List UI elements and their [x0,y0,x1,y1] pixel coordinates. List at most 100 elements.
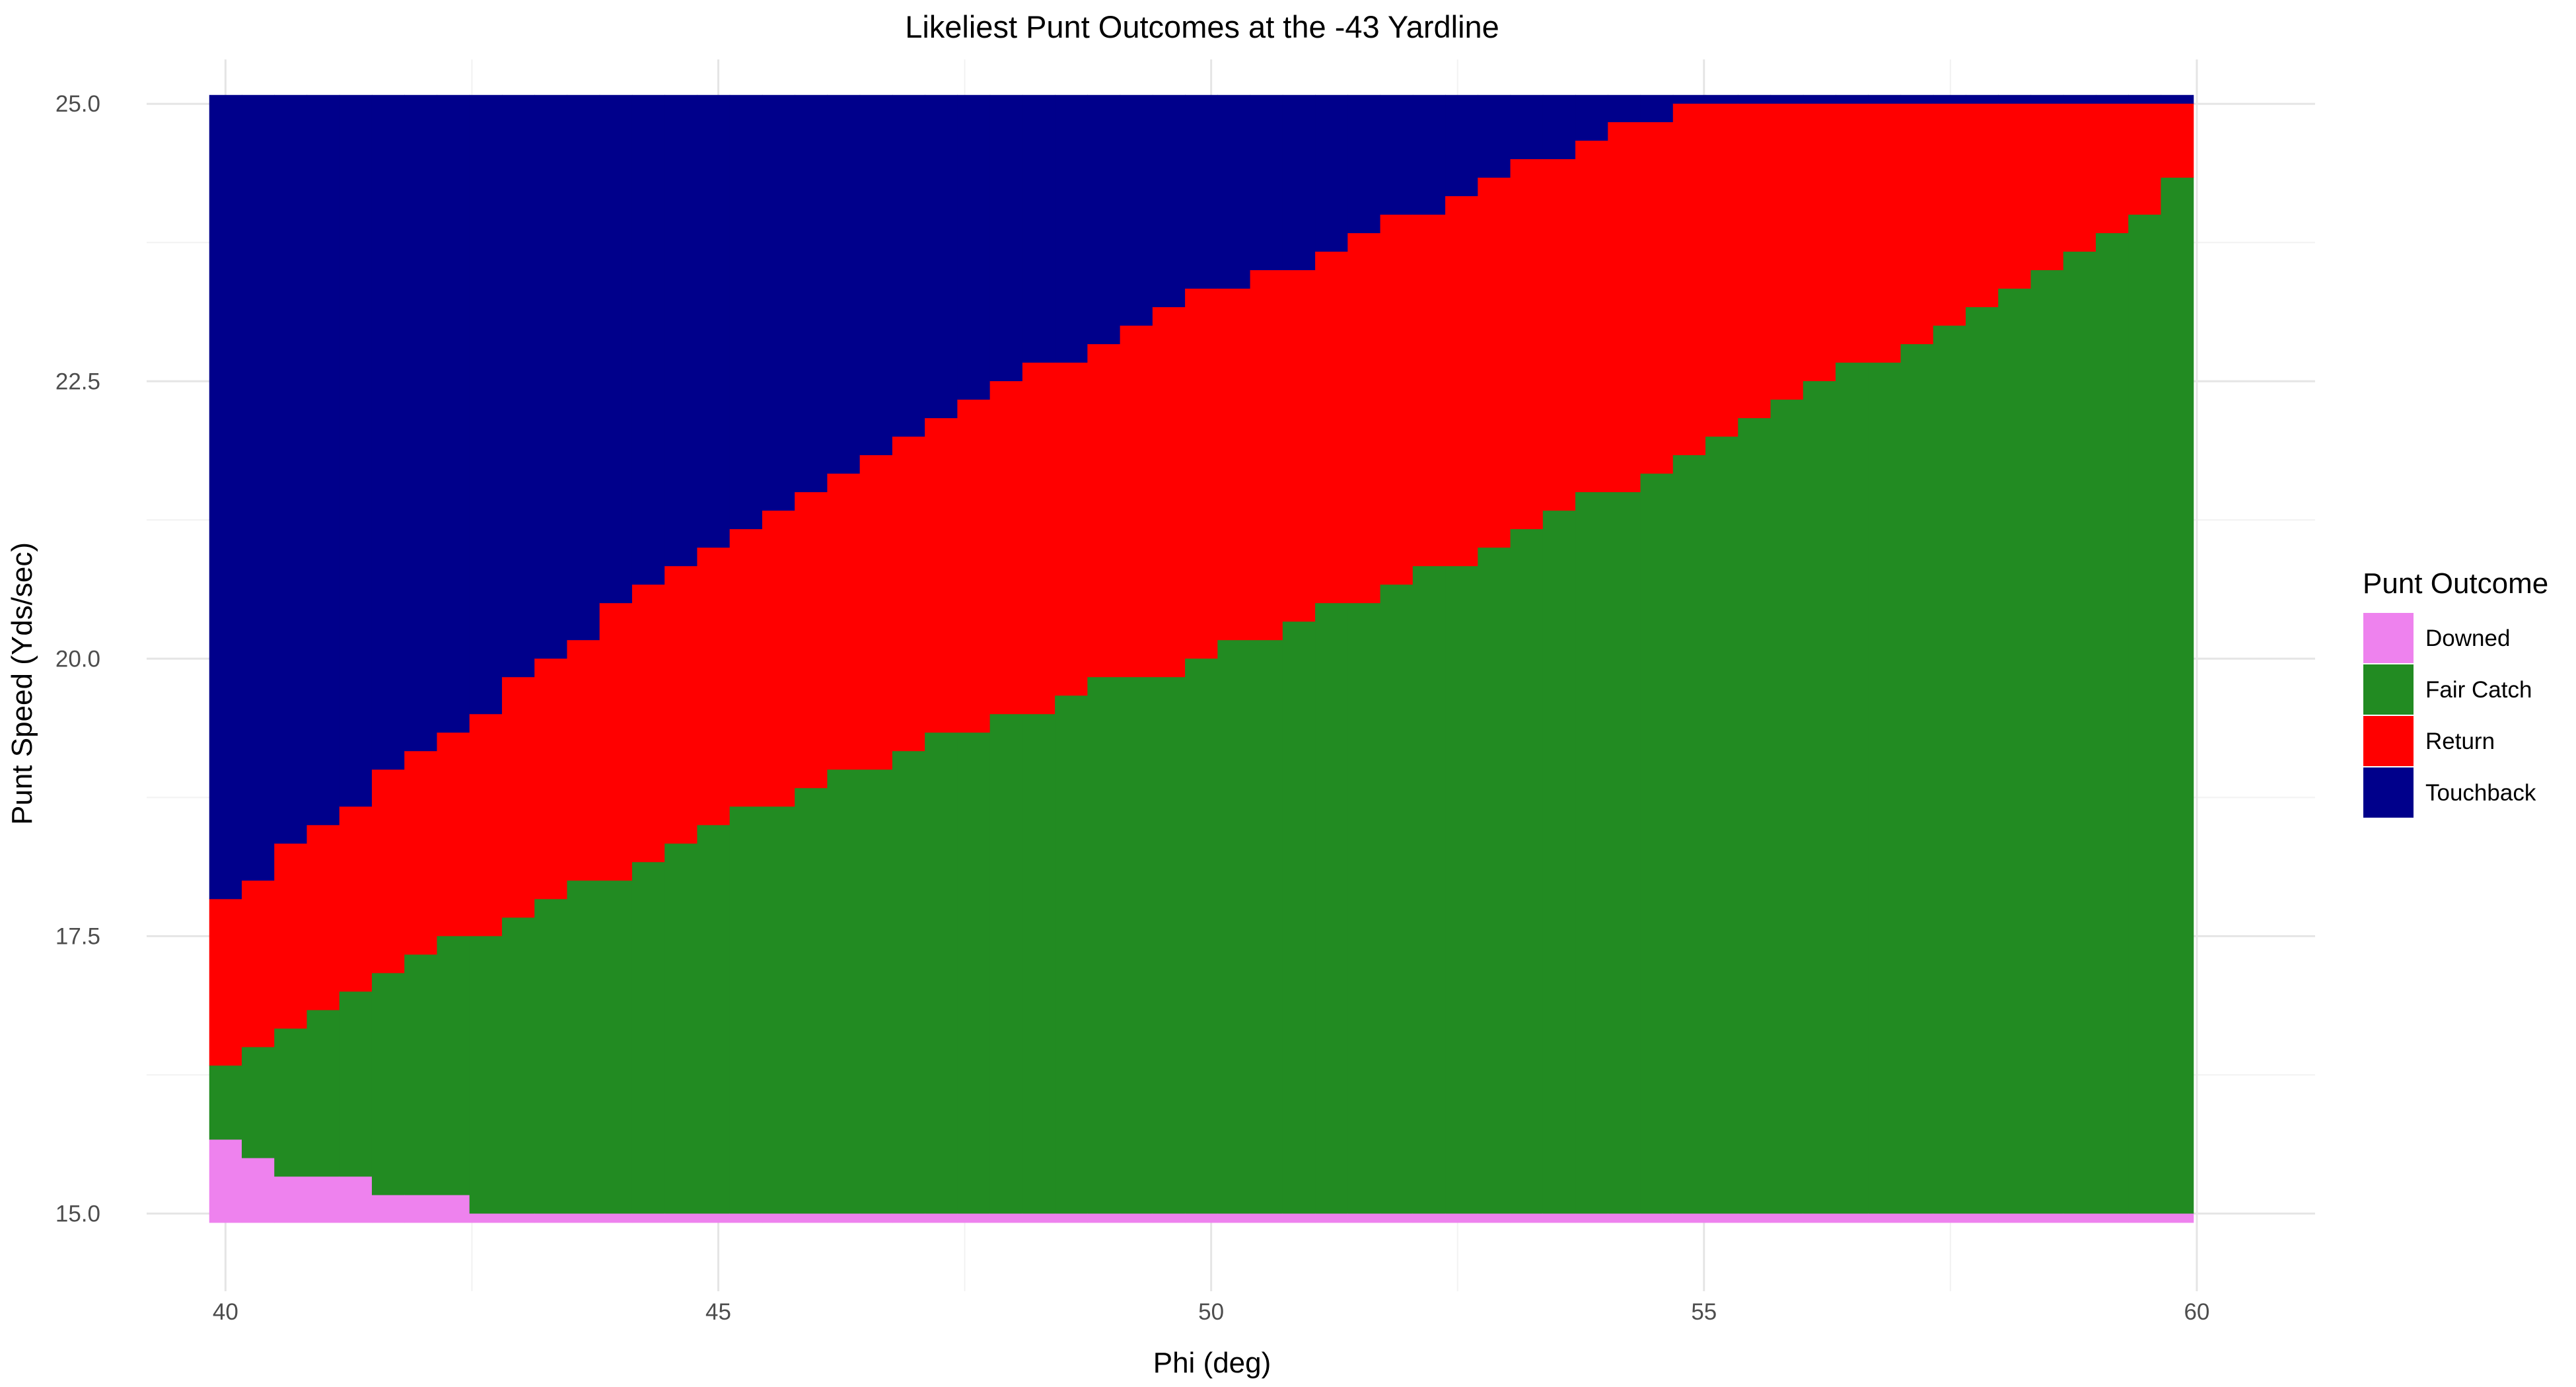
tile-return [1347,232,1381,604]
tile-downed [209,1139,242,1223]
tile-downed [1022,1213,1055,1223]
tile-return [1803,103,1836,382]
tile-fair-catch [1282,621,1316,1214]
tile-touchback [729,94,763,530]
tile-fair-catch [1998,288,2032,1214]
tile-fair-catch [827,769,861,1214]
tile-return [957,399,991,733]
tile-fair-catch [274,1028,308,1177]
tile-return [729,528,763,807]
tile-touchback [2030,94,2064,104]
tile-fair-catch [697,824,731,1214]
tile-touchback [1542,94,1576,159]
tile-downed [1510,1213,1544,1223]
tile-downed [762,1213,795,1223]
tile-downed [1542,1213,1576,1223]
tile-fair-catch [1933,325,1966,1214]
tile-touchback [795,94,828,493]
tile-downed [1575,1213,1608,1223]
legend-label-return: Return [2425,729,2495,754]
tile-downed [2095,1213,2129,1223]
tile-downed [1412,1213,1446,1223]
tile-return [1738,103,1771,419]
tile-fair-catch [1640,473,1674,1214]
tile-downed [1347,1213,1381,1223]
tile-fair-catch [404,954,438,1195]
tile-fair-catch [1152,676,1186,1214]
tile-return [1282,269,1316,622]
legend: Punt Outcome Downed Fair Catch Return Touch… [2362,567,2548,819]
tile-downed [567,1213,600,1223]
tile-touchback [1250,94,1283,271]
tile-return [989,380,1023,715]
tile-fair-catch [371,972,405,1195]
tile-touchback [631,94,665,585]
tile-fair-catch [1575,491,1608,1214]
tile-touchback [1770,94,1804,104]
x-tick-label: 45 [705,1299,731,1325]
y-tick-label: 17.5 [55,923,100,949]
legend-swatch-downed [2362,612,2415,664]
tile-fair-catch [1087,676,1121,1214]
legend-swatch-return [2362,715,2415,767]
tile-return [599,602,633,881]
tile-downed [1380,1213,1413,1223]
tile-fair-catch [1315,602,1348,1214]
tile-downed [404,1194,438,1223]
tile-return [1608,122,1641,493]
tile-touchback [1672,94,1706,104]
tile-touchback [567,94,600,641]
tile-downed [501,1213,535,1223]
tile-return [664,565,698,844]
tile-downed [1608,1213,1641,1223]
x-tick-label: 40 [213,1299,238,1325]
tile-return [1965,103,1999,308]
y-axis-title: Punt Speed (Yds/sec) [6,542,38,825]
tile-touchback [664,94,698,567]
tile-touchback [1445,94,1478,197]
tile-return [567,639,600,881]
tile-downed [1217,1213,1251,1223]
tile-downed [2063,1213,2096,1223]
tile-downed [1250,1213,1283,1223]
tile-return [1087,343,1121,678]
tile-fair-catch [2030,269,2064,1214]
tile-fair-catch [209,1065,242,1140]
tile-fair-catch [925,732,958,1214]
tile-return [1868,103,1902,363]
tile-fair-catch [957,732,991,1214]
tile-touchback [339,94,373,807]
tile-downed [1282,1213,1316,1223]
tile-return [437,732,470,937]
tile-fair-catch [2095,232,2129,1214]
tile-touchback [1380,94,1413,215]
tile-return [925,417,958,733]
tile-downed [795,1213,828,1223]
tile-downed [1185,1213,1218,1223]
tile-downed [534,1213,568,1223]
x-tick-label: 50 [1198,1299,1224,1325]
tile-touchback [404,94,438,752]
tile-downed [1836,1213,1869,1223]
tile-touchback [762,94,795,511]
tile-return [404,750,438,955]
tile-touchback [371,94,405,770]
legend-label-touchback: Touchback [2425,780,2536,806]
tile-touchback [1998,94,2032,104]
tile-return [1055,362,1088,696]
tile-downed [339,1176,373,1223]
tile-downed [892,1213,925,1223]
tile-return [1152,306,1186,678]
tile-fair-catch [1672,454,1706,1214]
tile-return [371,769,405,974]
tile-downed [957,1213,991,1223]
tile-downed [989,1213,1023,1223]
tile-touchback [1868,94,1902,104]
tile-fair-catch [631,861,665,1214]
tile-return [469,713,503,937]
tile-fair-catch [1738,417,1771,1214]
tile-touchback [1412,94,1446,215]
tile-touchback [1836,94,1869,104]
tile-downed [1933,1213,1966,1223]
